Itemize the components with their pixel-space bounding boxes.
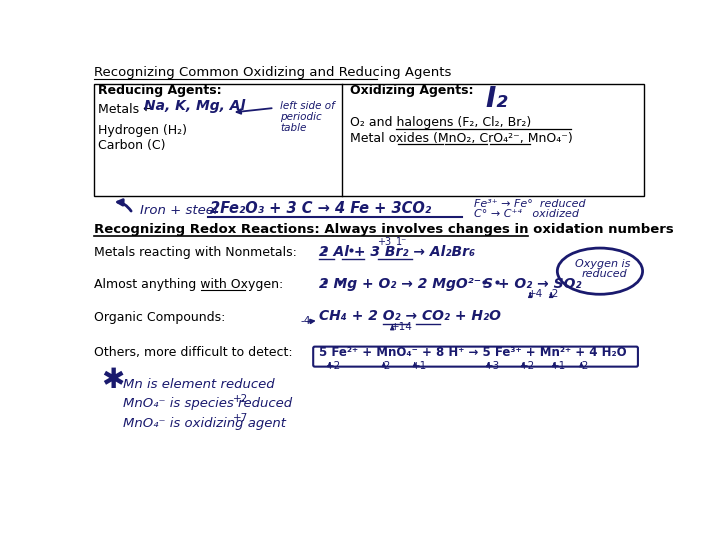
Text: Organic Compounds:: Organic Compounds: — [94, 311, 225, 324]
Text: Fe³⁺ → Fe°  reduced: Fe³⁺ → Fe° reduced — [474, 199, 585, 209]
Text: reduced: reduced — [581, 269, 627, 279]
Text: +3: +3 — [377, 237, 391, 247]
Text: 1⁻: 1⁻ — [396, 237, 408, 247]
Text: Metals ←: Metals ← — [98, 103, 153, 116]
Text: +1: +1 — [412, 361, 427, 371]
Text: Oxygen is: Oxygen is — [575, 259, 631, 268]
Text: Almost anything with Oxygen:: Almost anything with Oxygen: — [94, 278, 283, 291]
Text: C° → C⁺⁴   oxidized: C° → C⁺⁴ oxidized — [474, 210, 579, 219]
Text: +2: +2 — [520, 361, 536, 371]
Text: Metals reacting with Nonmetals:: Metals reacting with Nonmetals: — [94, 246, 297, 259]
Text: +2: +2 — [233, 394, 248, 404]
Text: Mn is element reduced: Mn is element reduced — [122, 378, 274, 391]
FancyBboxPatch shape — [313, 347, 638, 367]
Text: Metal oxides (MnO₂, CrO₄²⁻, MnO₄⁻): Metal oxides (MnO₂, CrO₄²⁻, MnO₄⁻) — [350, 132, 572, 145]
Text: Recognizing Common Oxidizing and Reducing Agents: Recognizing Common Oxidizing and Reducin… — [94, 66, 451, 79]
Bar — [94, 84, 644, 195]
Text: +7: +7 — [233, 413, 248, 422]
Text: +4: +4 — [528, 289, 543, 299]
Text: CH₄ + 2 O₂ → CO₂ + H₂O: CH₄ + 2 O₂ → CO₂ + H₂O — [319, 309, 500, 323]
Text: MnO₄⁻ is oxidizing agent: MnO₄⁻ is oxidizing agent — [122, 417, 286, 430]
Text: I₂: I₂ — [485, 85, 508, 113]
Text: ✱: ✱ — [102, 366, 125, 394]
Text: S + O₂ → SO₂: S + O₂ → SO₂ — [483, 277, 582, 291]
Text: O₂ and halogens (F₂, Cl₂, Br₂): O₂ and halogens (F₂, Cl₂, Br₂) — [350, 117, 531, 130]
Text: table: table — [280, 123, 306, 133]
Text: left side of: left side of — [280, 102, 335, 111]
Text: -2: -2 — [381, 361, 391, 371]
Text: +1: +1 — [551, 361, 567, 371]
Text: periodic: periodic — [280, 112, 322, 122]
Text: +14: +14 — [391, 322, 413, 333]
Text: Na, K, Mg, Al: Na, K, Mg, Al — [144, 99, 246, 113]
Text: 2 Al + 3 Br₂ → Al₂Br₆: 2 Al + 3 Br₂ → Al₂Br₆ — [319, 245, 474, 259]
Text: -2: -2 — [549, 289, 559, 299]
Text: 5 Fe²⁺ + MnO₄⁻ + 8 H⁺ → 5 Fe³⁺ + Mn²⁺ + 4 H₂O: 5 Fe²⁺ + MnO₄⁻ + 8 H⁺ → 5 Fe³⁺ + Mn²⁺ + … — [319, 346, 626, 359]
Text: Others, more difficult to detect:: Others, more difficult to detect: — [94, 346, 292, 359]
Text: Recognizing Redox Reactions: Always involves changes in oxidation numbers: Recognizing Redox Reactions: Always invo… — [94, 222, 674, 235]
Text: -4: -4 — [301, 315, 311, 326]
Text: Iron + steel: Iron + steel — [140, 204, 218, 217]
Text: +2: +2 — [326, 361, 341, 371]
Text: Oxidizing Agents:: Oxidizing Agents: — [350, 84, 473, 97]
Text: Hydrogen (H₂): Hydrogen (H₂) — [98, 124, 186, 137]
Text: 2Fe₂O₃ + 3 C → 4 Fe + 3CO₂: 2Fe₂O₃ + 3 C → 4 Fe + 3CO₂ — [210, 201, 431, 217]
Text: 2 Mg + O₂ → 2 MgO²⁻: 2 Mg + O₂ → 2 MgO²⁻ — [319, 277, 481, 291]
Text: -2: -2 — [578, 361, 589, 371]
Text: MnO₄⁻ is species reduced: MnO₄⁻ is species reduced — [122, 397, 292, 410]
Text: +3: +3 — [485, 361, 500, 371]
Text: Reducing Agents:: Reducing Agents: — [98, 84, 221, 97]
Text: Carbon (C): Carbon (C) — [98, 139, 166, 152]
